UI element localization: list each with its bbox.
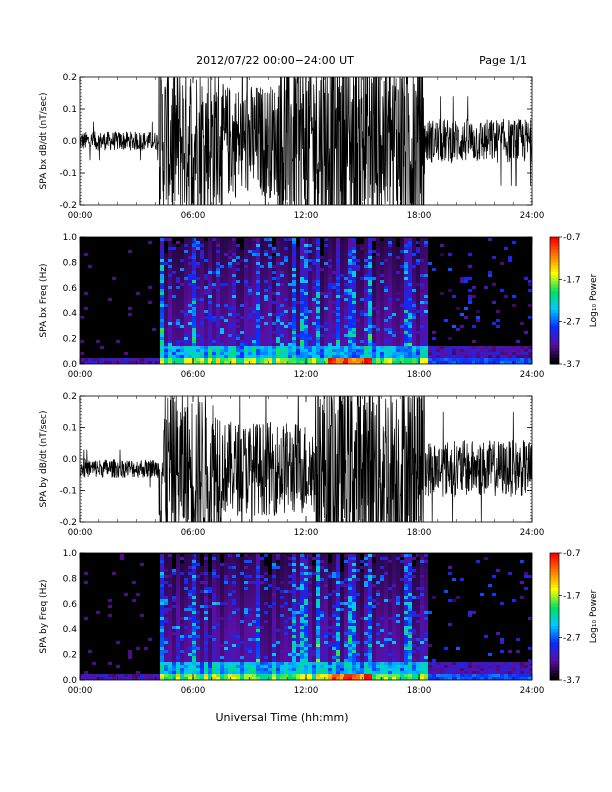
- y-tick-label: 0.0: [63, 360, 78, 370]
- y-tick-label: 0.8: [63, 574, 78, 584]
- y-axis-label: SPA by dB/dt (nT/sec): [39, 411, 49, 508]
- y-axis-label: SPA bx Freq (Hz): [39, 263, 49, 337]
- x-tick-label: 18:00: [407, 686, 432, 696]
- colorbar: -0.7 -1.7 -2.7 -3.7 Log₁₀ Power: [549, 233, 599, 370]
- colorbar-tick-label: -2.7: [563, 318, 581, 328]
- panel-2: -0.7 -1.7 -2.7 -3.7 Log₁₀ Power 0.0 0.2 0.4 0.6 0…: [39, 233, 599, 380]
- x-tick-label: 06:00: [181, 211, 206, 221]
- y-tick-label: -0.1: [59, 169, 77, 179]
- colorbar-tick-label: -3.7: [563, 676, 581, 686]
- dbdt-trace: [80, 77, 532, 205]
- y-axis-label: SPA by Freq (Hz): [39, 579, 49, 653]
- colorbar-tick-label: -1.7: [563, 591, 581, 601]
- y-tick-label: 0.6: [63, 600, 78, 610]
- x-tick-label: 12:00: [294, 528, 319, 538]
- spectrogram-cells: [80, 238, 532, 364]
- x-tick-label: 00:00: [68, 211, 93, 221]
- colorbar-label: Log₁₀ Power: [589, 274, 599, 328]
- x-tick-label: 06:00: [181, 686, 206, 696]
- x-tick-label: 12:00: [294, 686, 319, 696]
- y-tick-label: 0.2: [63, 335, 77, 345]
- colorbar-tick-label: -0.7: [563, 549, 581, 559]
- x-tick-label: 24:00: [520, 528, 545, 538]
- x-tick-label: 12:00: [294, 211, 319, 221]
- panel-4: -0.7 -1.7 -2.7 -3.7 Log₁₀ Power 0.0 0.2 0.4 0.6 0…: [39, 549, 599, 696]
- colorbar-label: Log₁₀ Power: [589, 590, 599, 644]
- y-tick-label: 0.8: [63, 258, 78, 268]
- panel-1: -0.2 -0.1 0.0 0.1 0.2 00:00 06:00 12:00 18:00 24:…: [39, 73, 545, 221]
- x-tick-label: 24:00: [520, 211, 545, 221]
- y-tick-label: 0.0: [63, 676, 78, 686]
- panel-3: -0.2 -0.1 0.0 0.1 0.2 00:00 06:00 12:00 18:00 24:…: [39, 392, 545, 538]
- spectrogram-cells: [80, 554, 532, 680]
- y-tick-label: 1.0: [63, 549, 78, 559]
- colorbar-tick-label: -2.7: [563, 634, 581, 644]
- y-tick-label: 0.0: [63, 137, 78, 147]
- x-tick-label: 00:00: [68, 528, 93, 538]
- x-axis-label: Universal Time (hh:mm): [216, 711, 349, 724]
- y-tick-label: -0.1: [59, 487, 77, 497]
- y-tick-label: 0.2: [63, 392, 77, 402]
- x-tick-label: 06:00: [181, 528, 206, 538]
- x-tick-label: 18:00: [407, 370, 432, 380]
- y-tick-label: 1.0: [63, 233, 78, 243]
- colorbar-tick-label: -1.7: [563, 275, 581, 285]
- colorbar-tick-label: -3.7: [563, 360, 581, 370]
- x-tick-label: 18:00: [407, 211, 432, 221]
- y-tick-label: 0.2: [63, 73, 77, 83]
- plot-title: 2012/07/22 00:00−24:00 UT: [196, 54, 354, 67]
- x-tick-label: 24:00: [520, 686, 545, 696]
- y-tick-label: 0.2: [63, 651, 77, 661]
- y-tick-label: -0.2: [59, 201, 77, 211]
- y-tick-label: -0.2: [59, 518, 77, 528]
- colorbar: -0.7 -1.7 -2.7 -3.7 Log₁₀ Power: [549, 549, 599, 686]
- x-tick-label: 12:00: [294, 370, 319, 380]
- x-tick-label: 24:00: [520, 370, 545, 380]
- y-tick-label: 0.6: [63, 284, 78, 294]
- y-tick-label: 0.4: [63, 625, 78, 635]
- y-tick-label: 0.0: [63, 455, 78, 465]
- y-tick-label: 0.1: [63, 105, 77, 115]
- y-axis-label: SPA bx dB/dt (nT/sec): [39, 93, 49, 190]
- y-tick-label: 0.1: [63, 424, 77, 434]
- y-tick-label: 0.4: [63, 309, 78, 319]
- x-tick-label: 00:00: [68, 686, 93, 696]
- dbdt-trace: [80, 396, 532, 522]
- colorbar-tick-label: -0.7: [563, 233, 581, 243]
- x-tick-label: 00:00: [68, 370, 93, 380]
- x-tick-label: 06:00: [181, 370, 206, 380]
- x-tick-label: 18:00: [407, 528, 432, 538]
- page-indicator: Page 1/1: [479, 54, 527, 67]
